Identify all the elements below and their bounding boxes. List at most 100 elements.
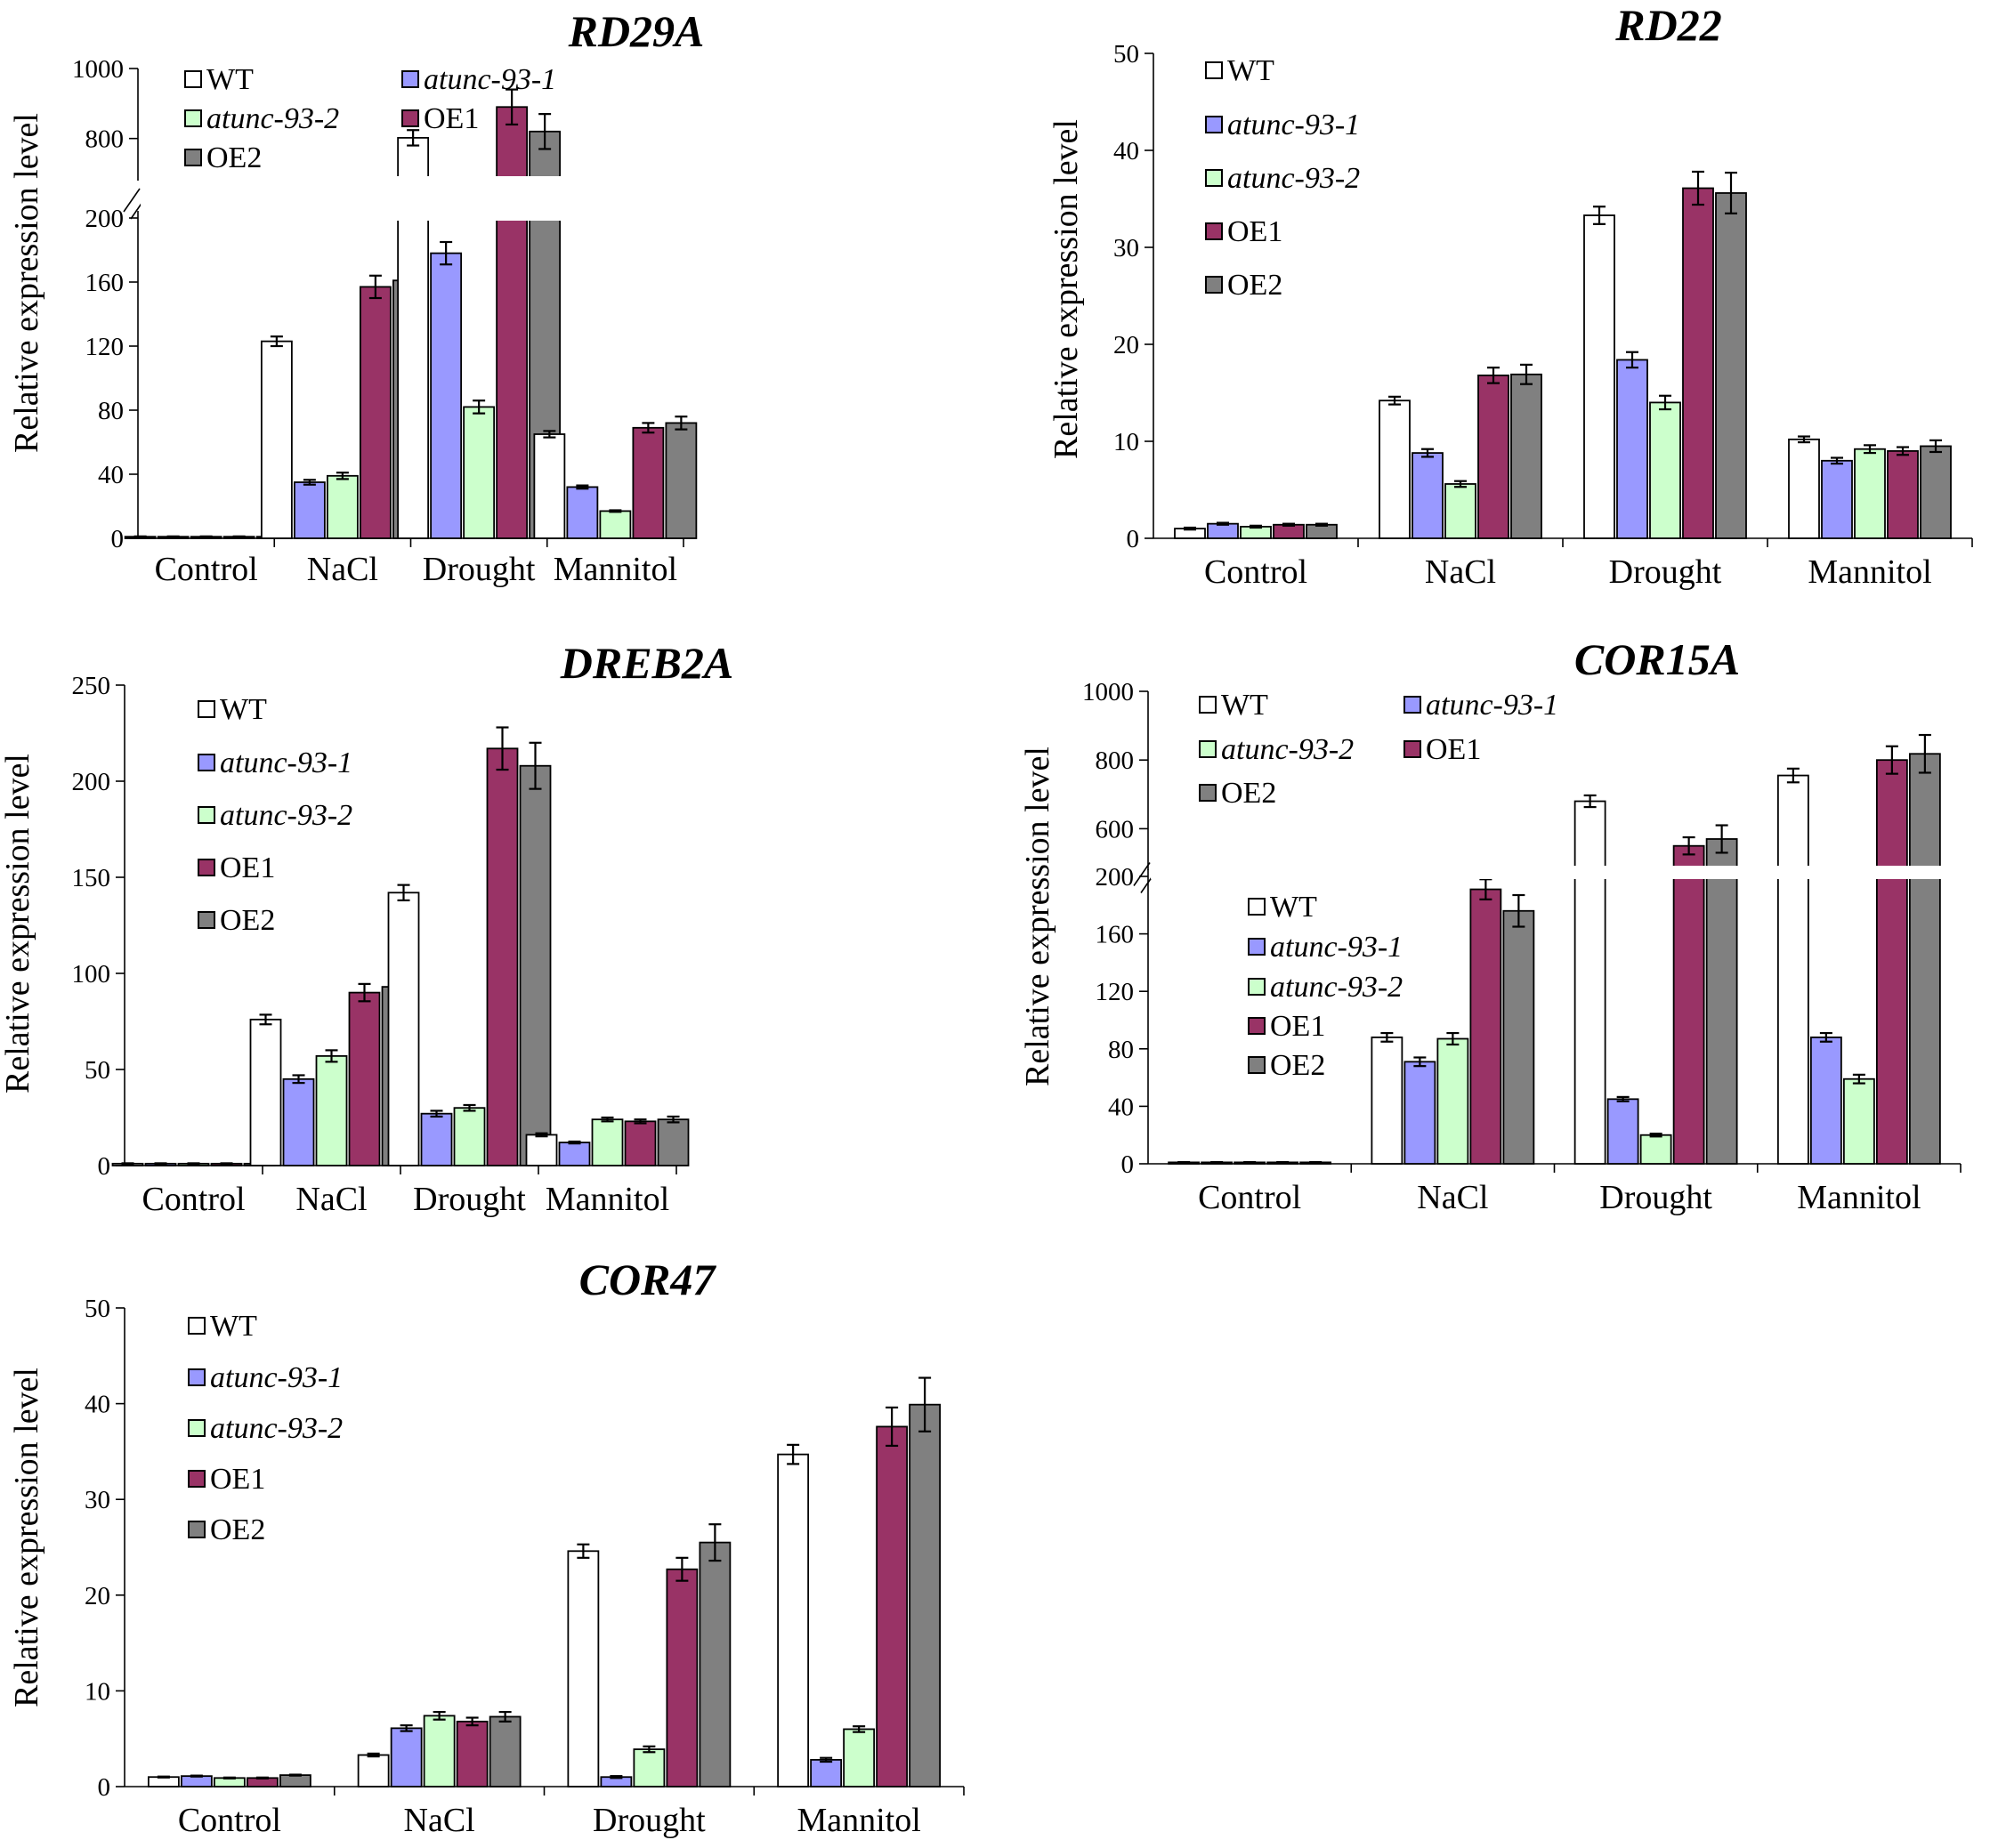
legend-swatch — [401, 70, 419, 88]
bar — [387, 892, 420, 1166]
axis-break-mark — [123, 188, 141, 213]
legend-swatch — [198, 806, 215, 824]
y-axis-label: Relative expression level — [1048, 119, 1085, 459]
bar — [1776, 774, 1809, 1165]
x-category-label: Drought — [593, 1802, 706, 1839]
legend-swatch — [1248, 938, 1266, 956]
x-category-label: Control — [1204, 553, 1307, 591]
bar — [315, 1054, 348, 1166]
x-category-label: Drought — [413, 1181, 526, 1218]
chart-rd29a: RD29A Relative expression level 0 40 80 120 16… — [8, 6, 704, 588]
x-category-label: Mannitol — [554, 551, 677, 588]
axis-break-gap — [1151, 866, 1963, 879]
legend-swatch — [1403, 696, 1421, 714]
y-tick-label: 150 — [72, 864, 111, 892]
bar — [1788, 438, 1820, 539]
bar — [326, 474, 359, 539]
bar — [348, 991, 381, 1166]
y-tick-label: 80 — [98, 397, 124, 425]
y-tick-label: 0 — [111, 525, 125, 553]
y-tick-label: 40 — [1113, 137, 1139, 165]
bar — [1469, 888, 1502, 1165]
bar — [430, 252, 463, 539]
x-category-label: NaCl — [404, 1802, 475, 1839]
legend-swatch — [1248, 978, 1266, 996]
y-tick-label: 10 — [1113, 428, 1139, 456]
bar — [777, 1453, 810, 1787]
legend-swatch — [184, 70, 202, 88]
legend-label: atunc-93-1 — [220, 746, 352, 779]
bar — [489, 1715, 522, 1787]
y-tick-label: 20 — [1113, 331, 1139, 359]
bar — [1273, 523, 1305, 539]
legend-swatch — [1205, 169, 1223, 187]
y-tick-label: 0 — [98, 1773, 111, 1802]
bar — [1639, 1134, 1672, 1165]
y-tick-label: 30 — [85, 1486, 110, 1514]
bar — [180, 1775, 213, 1787]
legend-label: atunc-93-1 — [1426, 689, 1558, 722]
bar — [1412, 452, 1444, 539]
legend-label: atunc-93-2 — [1270, 971, 1403, 1004]
bar — [279, 1774, 311, 1787]
chart-title: RD29A — [568, 6, 705, 56]
y-tick-label: 200 — [72, 768, 111, 796]
bar — [1606, 1098, 1639, 1165]
legend-label: WT — [206, 63, 254, 96]
legend-label: OE2 — [1221, 777, 1276, 810]
legend-swatch — [1205, 61, 1223, 79]
y-tick-label: 800 — [85, 125, 125, 154]
legend-label: atunc-93-2 — [1221, 733, 1354, 766]
bar — [423, 1715, 456, 1787]
bar — [1682, 187, 1714, 539]
bar — [533, 433, 566, 539]
y-tick-label: 120 — [1096, 978, 1135, 1006]
chart-dreb2a: DREB2A Relative expression level 0 50 100 150… — [0, 638, 733, 1218]
x-category-label: Control — [155, 551, 258, 588]
legend-swatch — [184, 149, 202, 166]
bar — [1573, 800, 1606, 1165]
x-category-label: NaCl — [295, 1181, 367, 1218]
legend-swatch — [188, 1521, 206, 1538]
bar — [1403, 1061, 1436, 1165]
bar — [390, 1727, 423, 1787]
legend-swatch — [188, 1317, 206, 1335]
x-category-label: Control — [178, 1802, 281, 1839]
bar — [1842, 1077, 1875, 1165]
y-tick-label: 800 — [1096, 746, 1135, 775]
bar — [260, 340, 293, 539]
bar — [1583, 214, 1615, 539]
legend-label: OE1 — [1270, 1010, 1325, 1043]
legend-label: atunc-93-1 — [210, 1361, 343, 1394]
y-tick-label: 200 — [1096, 863, 1135, 892]
legend-label: OE1 — [210, 1463, 265, 1496]
legend-label: WT — [1227, 54, 1274, 87]
y-tick-label: 30 — [1113, 234, 1139, 262]
x-category-label: Mannitol — [546, 1181, 669, 1218]
x-category-label: Control — [142, 1181, 245, 1218]
bar — [567, 1550, 600, 1787]
bar — [1821, 459, 1853, 539]
x-category-label: Mannitol — [797, 1802, 920, 1839]
bar — [1371, 1036, 1403, 1165]
bar — [486, 747, 519, 1166]
legend-label: atunc-93-2 — [206, 102, 339, 135]
y-tick-label: 40 — [98, 461, 124, 489]
legend-swatch — [1248, 1017, 1266, 1035]
bar — [1306, 523, 1338, 539]
bar — [282, 1077, 315, 1166]
x-category-label: Mannitol — [1797, 1179, 1921, 1216]
y-tick-label: 80 — [1108, 1036, 1134, 1064]
axis-break-mark — [1133, 862, 1151, 886]
legend-label: OE2 — [206, 141, 262, 174]
bar — [909, 1403, 942, 1787]
chart-rd22: RD22 Relative expression level 0 10 20 30 40 50… — [1048, 0, 1973, 591]
bar — [1207, 522, 1239, 539]
legend-label: OE2 — [220, 904, 275, 937]
y-tick-label: 10 — [85, 1677, 110, 1706]
bar — [1477, 374, 1509, 539]
y-tick-label: 250 — [72, 672, 111, 700]
bar — [1444, 483, 1476, 539]
bar — [1875, 759, 1908, 1165]
y-tick-label: 1000 — [72, 55, 124, 84]
